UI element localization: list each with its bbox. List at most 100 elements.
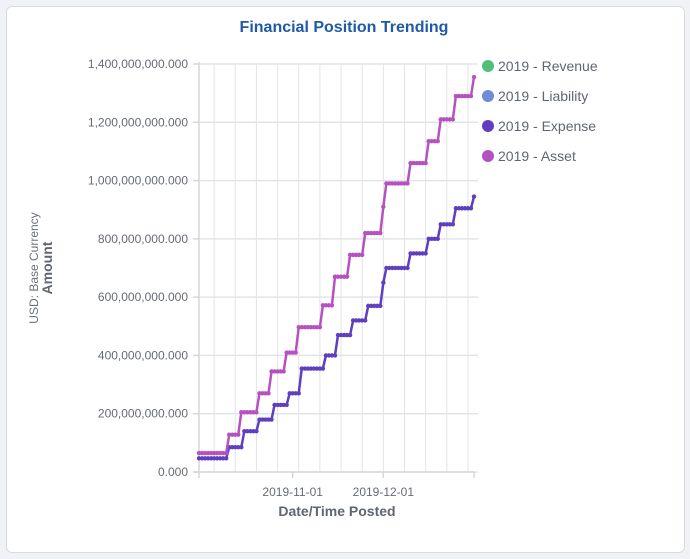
data-point	[272, 402, 277, 408]
y-tick-label: 600,000,000.000	[98, 290, 188, 304]
data-point	[223, 450, 229, 456]
data-point	[239, 445, 244, 450]
data-point	[305, 366, 310, 371]
legend-item[interactable]: 2019 - Liability	[482, 88, 588, 104]
data-point	[447, 222, 453, 227]
data-point	[299, 324, 304, 330]
legend-item[interactable]: 2019 - Expense	[482, 118, 596, 134]
data-point	[205, 456, 211, 461]
series-line	[199, 76, 476, 455]
data-point	[211, 450, 217, 456]
data-point	[375, 303, 380, 309]
data-point	[251, 429, 256, 434]
data-point	[308, 366, 314, 371]
data-point	[323, 353, 329, 358]
legend-marker-icon	[482, 120, 494, 132]
data-point	[456, 93, 462, 99]
data-point	[272, 369, 277, 374]
data-point	[356, 318, 362, 323]
data-point	[257, 391, 262, 396]
data-point	[450, 117, 456, 122]
x-tick-label: 2019-12-01	[353, 485, 415, 499]
data-point	[311, 324, 317, 330]
data-point	[233, 445, 238, 450]
data-point	[217, 450, 223, 456]
data-point	[217, 456, 223, 461]
data-point	[417, 251, 422, 256]
data-point	[432, 139, 437, 144]
data-point	[396, 265, 401, 271]
legend-marker-icon	[482, 150, 494, 162]
data-point	[444, 222, 450, 227]
data-point	[257, 417, 262, 422]
data-point	[414, 160, 419, 166]
data-point	[426, 236, 431, 242]
data-point	[366, 303, 371, 309]
data-point	[402, 181, 407, 186]
data-point	[338, 274, 344, 279]
data-point	[317, 366, 323, 371]
data-point	[260, 417, 265, 422]
y-axis-subtitle: USD: Base Currency	[27, 212, 41, 323]
data-point	[468, 206, 474, 211]
data-point	[326, 353, 332, 358]
data-point	[408, 160, 413, 166]
data-point	[341, 274, 347, 279]
data-point	[459, 93, 465, 99]
y-axis: 0.000 200,000,000.000 400,000,000.000 600,0…	[88, 57, 200, 479]
data-point	[384, 265, 389, 271]
data-point	[290, 350, 295, 355]
data-point	[220, 450, 226, 456]
data-point	[293, 350, 298, 355]
data-point	[359, 318, 365, 323]
series-2019-expense	[196, 194, 477, 461]
data-point	[347, 332, 353, 338]
data-point	[302, 324, 307, 330]
data-point	[236, 432, 241, 437]
data-point	[335, 332, 341, 338]
data-point	[429, 139, 434, 144]
data-point	[317, 324, 323, 330]
data-point	[275, 402, 280, 408]
data-point	[269, 369, 274, 374]
data-point	[299, 366, 304, 371]
data-point	[329, 353, 335, 358]
data-point	[227, 432, 232, 437]
data-point	[471, 74, 477, 80]
data-point	[438, 117, 443, 122]
data-point	[314, 366, 320, 371]
data-point	[411, 160, 416, 166]
data-point	[263, 417, 268, 422]
data-point	[441, 117, 446, 122]
data-point	[208, 450, 214, 456]
legend-item[interactable]: 2019 - Asset	[482, 148, 576, 164]
data-point	[296, 324, 301, 330]
data-point	[429, 236, 434, 242]
data-point	[444, 117, 450, 122]
data-point	[338, 332, 344, 338]
chart-card	[6, 6, 685, 553]
data-point	[435, 236, 440, 242]
legend-item[interactable]: 2019 - Revenue	[482, 58, 598, 74]
data-point	[332, 353, 338, 358]
data-point	[302, 366, 307, 371]
data-point	[278, 402, 283, 408]
data-point	[426, 139, 431, 144]
data-point	[366, 230, 371, 236]
data-point	[462, 206, 468, 211]
data-point	[239, 410, 244, 415]
data-point	[275, 369, 280, 374]
data-point	[420, 251, 425, 256]
data-point	[399, 265, 404, 271]
data-point	[341, 332, 347, 338]
data-point	[405, 265, 410, 271]
data-point	[269, 417, 274, 422]
data-point	[320, 366, 326, 371]
data-point	[196, 450, 202, 456]
data-point	[287, 350, 292, 355]
data-point	[441, 222, 446, 227]
x-axis: 2019-11-01 2019-12-01	[193, 471, 475, 499]
data-point	[281, 369, 286, 374]
data-point	[417, 160, 422, 166]
